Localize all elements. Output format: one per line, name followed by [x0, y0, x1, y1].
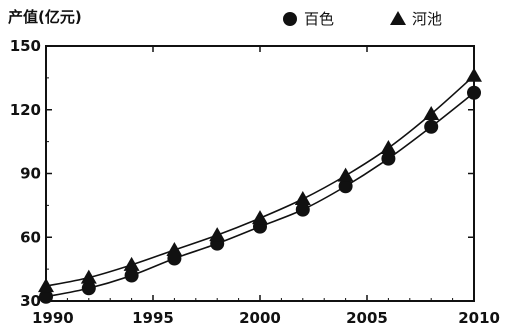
x-tick-label: 2000 — [239, 309, 281, 327]
x-tick-label: 1995 — [132, 309, 174, 327]
plot-frame — [45, 45, 475, 302]
data-point-triangle — [166, 242, 183, 256]
data-point-triangle — [380, 140, 397, 154]
data-point-triangle — [80, 269, 97, 284]
legend: 百色 河池 — [283, 10, 442, 28]
data-point-triangle — [423, 106, 440, 120]
x-tick-label: 1990 — [32, 309, 74, 327]
y-tick-label: 90 — [20, 165, 41, 183]
data-point-triangle — [252, 210, 268, 225]
legend-marker-circle — [283, 12, 297, 26]
series-markers — [38, 67, 482, 304]
data-point-circle — [124, 268, 139, 283]
data-point-circle — [424, 119, 439, 134]
series-lines — [45, 75, 475, 298]
axes: 1990 1995 2000 2005 2010 30 60 90 120 150 — [10, 37, 500, 327]
x-tick-label: 2005 — [346, 309, 388, 327]
data-point-triangle — [337, 167, 354, 182]
y-tick-label: 120 — [10, 101, 41, 119]
data-point-circle — [81, 281, 96, 296]
y-axis-label: 产值(亿元) — [8, 8, 82, 26]
data-point-triangle — [466, 67, 482, 82]
y-tick-label: 30 — [20, 292, 41, 310]
series-line-circle — [45, 92, 475, 298]
legend-marker-triangle — [390, 11, 406, 25]
data-point-triangle — [209, 227, 226, 242]
y-tick-label: 60 — [20, 228, 41, 246]
y-tick-label: 150 — [10, 37, 41, 55]
data-point-circle — [381, 151, 396, 166]
legend-label: 河池 — [412, 10, 442, 28]
legend-label: 百色 — [304, 10, 334, 28]
data-point-circle — [338, 179, 353, 194]
data-point-triangle — [294, 191, 311, 205]
x-tick-label: 2010 — [458, 309, 500, 327]
data-point-circle — [467, 85, 481, 100]
series-line-triangle — [45, 75, 475, 287]
data-point-triangle — [38, 278, 54, 293]
data-point-circle — [39, 289, 53, 304]
data-point-circle — [295, 202, 310, 217]
data-point-triangle — [123, 256, 140, 271]
